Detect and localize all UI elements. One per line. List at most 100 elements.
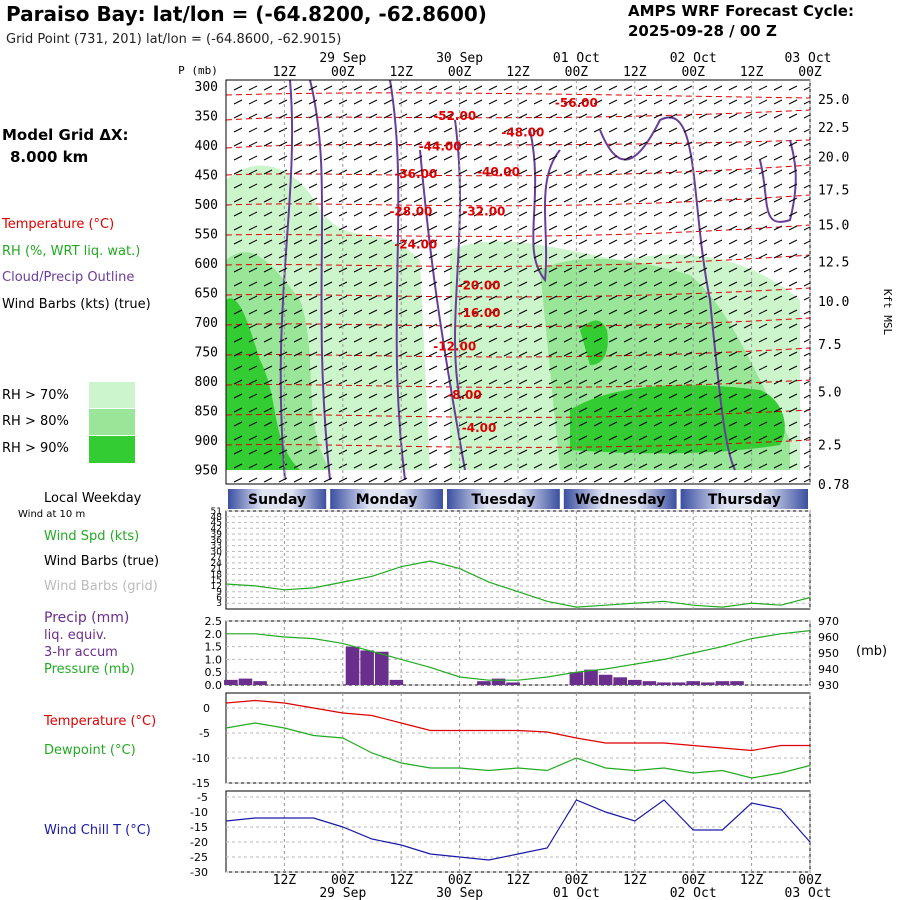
weekday-bar: Sunday Monday Tuesday Wednesday Thursday	[228, 489, 808, 509]
wind-barb	[398, 169, 408, 175]
wind-barb	[788, 295, 798, 301]
wind-barb	[308, 435, 318, 441]
wind-barb	[323, 183, 333, 189]
wind-barb	[293, 155, 303, 161]
wind-barb	[653, 379, 663, 385]
wind-barb	[743, 463, 753, 469]
wind-ytick: 15	[211, 576, 222, 586]
wind-barb	[788, 253, 798, 259]
wind-barb	[743, 435, 753, 441]
wind-barb	[473, 463, 483, 469]
xs-pressure-tick: 750	[195, 345, 218, 360]
wind-barb	[728, 113, 738, 119]
wind-barb	[428, 449, 438, 455]
wind-barb	[413, 379, 423, 385]
wind-barb	[683, 239, 693, 245]
wind-barb	[578, 379, 588, 385]
wind-barb	[518, 239, 528, 245]
temp-contour-label: -28.00	[389, 204, 432, 218]
wind-barb	[383, 435, 393, 441]
wind-barb	[683, 169, 693, 175]
wind-barb	[413, 323, 423, 329]
wind-barb	[638, 393, 648, 399]
wind-barb	[323, 211, 333, 217]
wind-barb	[518, 127, 528, 133]
wind-barb	[308, 155, 318, 161]
wind-barb	[698, 99, 708, 105]
wind-barb	[323, 379, 333, 385]
wind-barb	[353, 379, 363, 385]
wind-barb	[353, 323, 363, 329]
wind-barb	[248, 351, 258, 357]
wind-barb	[713, 295, 723, 301]
wind-barb	[548, 155, 558, 161]
wind-barb	[758, 295, 768, 301]
wind-barb	[473, 183, 483, 189]
wind-barb	[353, 449, 363, 455]
wind-barb	[368, 197, 378, 203]
wind-barb	[503, 281, 513, 287]
wind-barb	[548, 169, 558, 175]
wind-barb	[293, 225, 303, 231]
wind-barb	[593, 281, 603, 287]
wind-barb	[698, 379, 708, 385]
wind-barb	[728, 127, 738, 133]
wind-barb	[593, 449, 603, 455]
wind-barb	[488, 463, 498, 469]
wind-barb	[383, 169, 393, 175]
wind-barb	[503, 267, 513, 273]
wind-barb	[503, 169, 513, 175]
wind-barb	[233, 225, 243, 231]
wind-barb	[533, 477, 543, 483]
wind-barb	[248, 239, 258, 245]
wind-barb	[713, 365, 723, 371]
chill-ytick: -25	[190, 851, 208, 864]
wind-barb	[698, 197, 708, 203]
wind-barb	[428, 169, 438, 175]
wind-barb	[773, 337, 783, 343]
wind-barb	[698, 337, 708, 343]
wind-barb	[383, 463, 393, 469]
wind-barb	[548, 85, 558, 91]
time-label-top: 00Z	[565, 65, 589, 80]
wind-barb	[788, 141, 798, 147]
wind-barb	[623, 435, 633, 441]
time-label-bottom: 00Z	[448, 873, 472, 888]
wind-barb	[398, 267, 408, 273]
wind-barb	[533, 435, 543, 441]
wind-barb	[668, 449, 678, 455]
wind-barb	[398, 127, 408, 133]
wind-barb	[488, 211, 498, 217]
wind-barb	[233, 323, 243, 329]
wind-barb	[653, 169, 663, 175]
wind-barb	[563, 127, 573, 133]
wind-barb	[593, 267, 603, 273]
wind-barb	[473, 393, 483, 399]
wind-barb	[533, 99, 543, 105]
wind-barb	[653, 463, 663, 469]
wind-barb	[578, 337, 588, 343]
wind-barb	[773, 463, 783, 469]
wind-barb	[533, 379, 543, 385]
wind-barb	[338, 267, 348, 273]
wind-barb	[533, 253, 543, 259]
wind-barb	[593, 407, 603, 413]
wind-barb	[653, 365, 663, 371]
pressure-ytick: 960	[818, 631, 839, 644]
wind-barb	[623, 449, 633, 455]
wind-barb	[428, 407, 438, 413]
wind-barb	[563, 477, 573, 483]
wind-barb	[683, 281, 693, 287]
wind-barb	[293, 351, 303, 357]
legend-temperature: Temperature (°C)	[2, 217, 115, 232]
wind-barb	[458, 85, 468, 91]
wind-barb	[563, 323, 573, 329]
wind-barb	[233, 309, 243, 315]
wind-barb	[728, 449, 738, 455]
wind-barb	[383, 141, 393, 147]
wind-barb	[353, 477, 363, 483]
wind-barb	[308, 421, 318, 427]
wind-ytick: 33	[211, 542, 222, 552]
wind-barb	[638, 155, 648, 161]
wind-barb	[743, 99, 753, 105]
